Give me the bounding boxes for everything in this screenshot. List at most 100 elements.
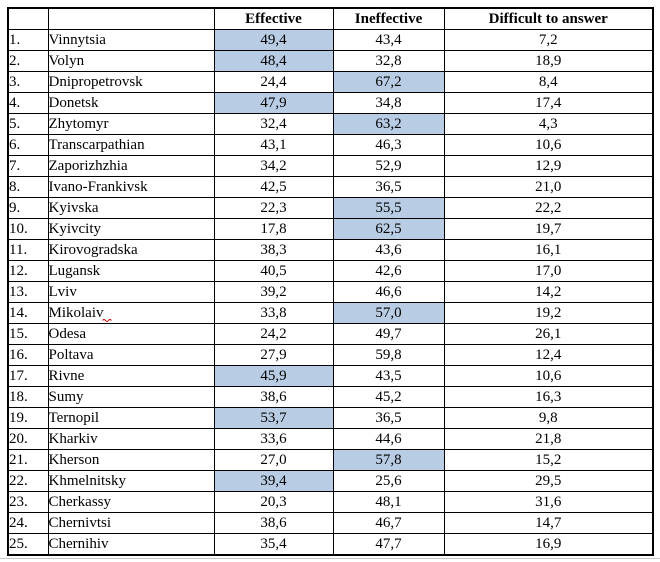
row-number-cell: 13.: [7, 281, 49, 303]
results-table: Effective Ineffective Difficult to answe…: [7, 7, 654, 556]
ineffective-value-cell: 52,9: [332, 155, 445, 177]
table-body: 1. Vinnytsia 49,4 43,4 7,2 2. Volyn 48,4 32,8 18,…: [7, 29, 654, 556]
region-name-cell: Cherkassy: [47, 491, 215, 513]
effective-value-cell: 24,2: [213, 323, 334, 345]
ineffective-value-cell: 46,3: [332, 134, 445, 156]
table-row: 2. Volyn 48,4 32,8 18,9: [7, 50, 654, 72]
difficult-value-cell: 12,4: [443, 344, 654, 366]
table-row: 22. Khmelnitsky 39,4 25,6 29,5: [7, 470, 654, 492]
difficult-value-cell: 21,8: [443, 428, 654, 450]
header-cell-ineffective: Ineffective: [332, 7, 445, 30]
effective-value-cell: 33,6: [213, 428, 334, 450]
table-row: 3. Dnipropetrovsk 24,4 67,2 8,4: [7, 71, 654, 93]
effective-value-cell: 35,4: [213, 533, 334, 556]
difficult-value-cell: 14,2: [443, 281, 654, 303]
difficult-value-cell: 19,7: [443, 218, 654, 240]
row-number-cell: 18.: [7, 386, 49, 408]
ineffective-value-cell: 36,5: [332, 176, 445, 198]
ineffective-value-cell: 32,8: [332, 50, 445, 72]
header-cell-number: [7, 7, 49, 30]
effective-value-cell: 38,6: [213, 386, 334, 408]
table-row: 14. Mikolaiv 33,8 57,0 19,2: [7, 302, 654, 324]
table-row: 18. Sumy 38,6 45,2 16,3: [7, 386, 654, 408]
effective-value-cell: 27,9: [213, 344, 334, 366]
table-row: 7. Zaporizhzhia 34,2 52,9 12,9: [7, 155, 654, 177]
effective-value-cell: 48,4: [213, 50, 334, 72]
table-row: 23. Cherkassy 20,3 48,1 31,6: [7, 491, 654, 513]
effective-value-cell: 38,3: [213, 239, 334, 261]
table-row: 9. Kyivska 22,3 55,5 22,2: [7, 197, 654, 219]
ineffective-value-cell: 43,5: [332, 365, 445, 387]
region-name-cell: Odesa: [47, 323, 215, 345]
table-row: 24. Chernivtsi 38,6 46,7 14,7: [7, 512, 654, 534]
region-name-cell: Kherson: [47, 449, 215, 471]
ineffective-value-cell: 49,7: [332, 323, 445, 345]
difficult-value-cell: 17,4: [443, 92, 654, 114]
row-number-cell: 14.: [7, 302, 49, 324]
table-row: 4. Donetsk 47,9 34,8 17,4: [7, 92, 654, 114]
difficult-value-cell: 15,2: [443, 449, 654, 471]
difficult-value-cell: 19,2: [443, 302, 654, 324]
effective-value-cell: 39,2: [213, 281, 334, 303]
difficult-value-cell: 7,2: [443, 29, 654, 51]
difficult-value-cell: 16,1: [443, 239, 654, 261]
row-number-cell: 3.: [7, 71, 49, 93]
ineffective-value-cell: 43,4: [332, 29, 445, 51]
row-number-cell: 9.: [7, 197, 49, 219]
region-name-cell: Khmelnitsky: [47, 470, 215, 492]
table-row: 25. Chernihiv 35,4 47,7 16,9: [7, 533, 654, 556]
difficult-value-cell: 18,9: [443, 50, 654, 72]
region-name-cell: Zhytomyr: [47, 113, 215, 135]
effective-value-cell: 53,7: [213, 407, 334, 429]
effective-value-cell: 40,5: [213, 260, 334, 282]
table-row: 17. Rivne 45,9 43,5 10,6: [7, 365, 654, 387]
region-name-cell: Sumy: [47, 386, 215, 408]
effective-value-cell: 38,6: [213, 512, 334, 534]
table-row: 21. Kherson 27,0 57,8 15,2: [7, 449, 654, 471]
table-row: 6. Transcarpathian 43,1 46,3 10,6: [7, 134, 654, 156]
ineffective-value-cell: 46,7: [332, 512, 445, 534]
difficult-value-cell: 10,6: [443, 365, 654, 387]
effective-value-cell: 34,2: [213, 155, 334, 177]
difficult-value-cell: 16,3: [443, 386, 654, 408]
row-number-cell: 23.: [7, 491, 49, 513]
ineffective-value-cell: 48,1: [332, 491, 445, 513]
header-cell-difficult: Difficult to answer: [443, 7, 654, 30]
row-number-cell: 1.: [7, 29, 49, 51]
row-number-cell: 21.: [7, 449, 49, 471]
region-name-cell: Vinnytsia: [47, 29, 215, 51]
table-header: Effective Ineffective Difficult to answe…: [7, 7, 654, 30]
region-name-cell: Dnipropetrovsk: [47, 71, 215, 93]
difficult-value-cell: 26,1: [443, 323, 654, 345]
region-name-cell: Kharkiv: [47, 428, 215, 450]
region-name-cell: Donetsk: [47, 92, 215, 114]
effective-value-cell: 17,8: [213, 218, 334, 240]
header-cell-effective: Effective: [213, 7, 334, 30]
difficult-value-cell: 10,6: [443, 134, 654, 156]
difficult-value-cell: 16,9: [443, 533, 654, 556]
table-row: 15. Odesa 24,2 49,7 26,1: [7, 323, 654, 345]
difficult-value-cell: 9,8: [443, 407, 654, 429]
ineffective-value-cell: 47,7: [332, 533, 445, 556]
row-number-cell: 7.: [7, 155, 49, 177]
row-number-cell: 6.: [7, 134, 49, 156]
table-row: 12. Lugansk 40,5 42,6 17,0: [7, 260, 654, 282]
row-number-cell: 22.: [7, 470, 49, 492]
row-number-cell: 19.: [7, 407, 49, 429]
effective-value-cell: 24,4: [213, 71, 334, 93]
effective-value-cell: 27,0: [213, 449, 334, 471]
page-edge-line: [0, 558, 660, 559]
region-name-cell: Ternopil: [47, 407, 215, 429]
region-name-cell: Kirovogradska: [47, 239, 215, 261]
row-number-cell: 8.: [7, 176, 49, 198]
region-name-cell: Transcarpathian: [47, 134, 215, 156]
difficult-value-cell: 29,5: [443, 470, 654, 492]
region-name-cell: Volyn: [47, 50, 215, 72]
effective-value-cell: 39,4: [213, 470, 334, 492]
row-number-cell: 15.: [7, 323, 49, 345]
region-name-cell: Mikolaiv: [47, 302, 215, 324]
ineffective-value-cell: 34,8: [332, 92, 445, 114]
effective-value-cell: 43,1: [213, 134, 334, 156]
table-row: 10. Kyivcity 17,8 62,5 19,7: [7, 218, 654, 240]
row-number-cell: 10.: [7, 218, 49, 240]
